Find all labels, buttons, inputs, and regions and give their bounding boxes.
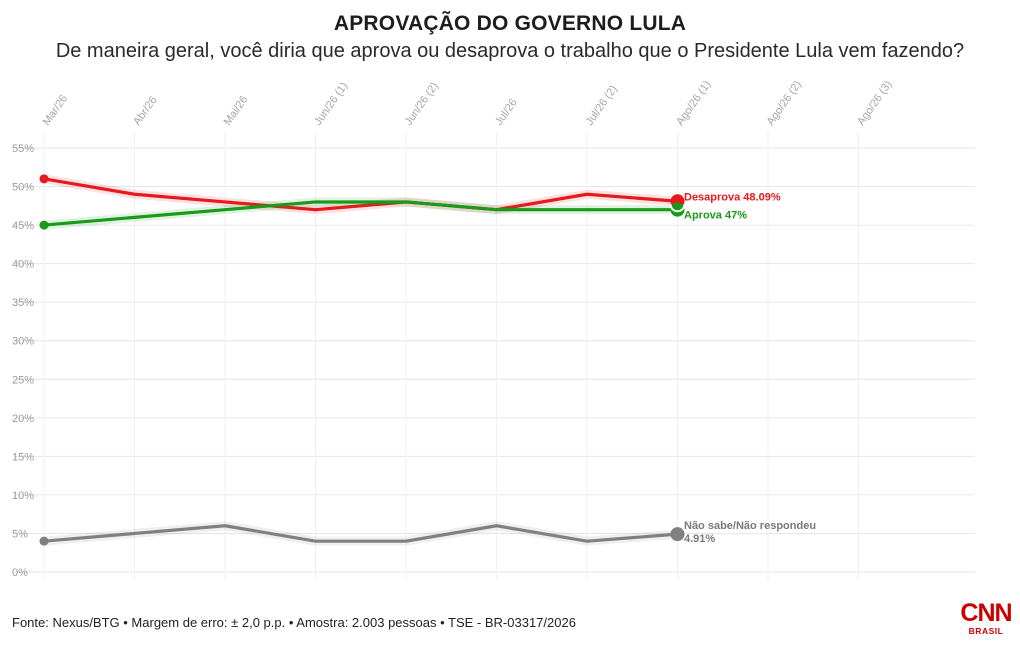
series-end-point <box>670 202 685 217</box>
y-tick-label: 5% <box>12 528 28 540</box>
y-tick-label: 55% <box>12 143 34 155</box>
x-tick-label: Ago/26 (3) <box>855 79 894 128</box>
series-start-point <box>39 536 49 546</box>
y-tick-label: 45% <box>12 220 34 232</box>
x-tick-label: Abr/26 <box>131 94 159 127</box>
series-end-value: 4.91% <box>684 533 715 545</box>
y-tick-label: 15% <box>12 451 34 463</box>
y-tick-label: 30% <box>12 336 34 348</box>
y-tick-label: 0% <box>12 567 28 579</box>
y-tick-label: 10% <box>12 490 34 502</box>
y-tick-label: 20% <box>12 413 34 425</box>
series-glow <box>39 197 682 230</box>
end-point-highlight <box>669 204 686 213</box>
source-footnote: Fonte: Nexus/BTG • Margem de erro: ± 2,0… <box>12 615 576 630</box>
series-line <box>42 177 680 212</box>
y-tick-label: 25% <box>12 374 34 386</box>
cnn-brasil-logo: CNN BRASIL <box>958 600 1014 636</box>
cnn-logo-mark: CNN <box>960 599 1012 627</box>
series-end-label: Não sabe/Não respondeu <box>684 520 816 532</box>
x-tick-label: Mar/26 <box>41 93 70 128</box>
x-tick-label: Ago/26 (2) <box>765 79 804 128</box>
y-tick-label: 50% <box>12 182 34 194</box>
series-end-label: Aprova 47% <box>684 210 747 222</box>
chart-subtitle: De maneira geral, você diria que aprova … <box>55 40 965 62</box>
x-tick-label: Jun/26 (2) <box>403 80 441 127</box>
series-start-point <box>39 174 49 184</box>
y-tick-label: 35% <box>12 297 34 309</box>
x-tick-label: Jul/26 (2) <box>584 83 620 127</box>
x-tick-label: Mai/26 <box>222 94 251 128</box>
x-tick-label: Jul/26 <box>493 97 520 128</box>
series-end-point <box>670 527 685 542</box>
x-tick-label: Jun/26 (1) <box>312 80 350 127</box>
cnn-logo-sub: BRASIL <box>968 626 1004 636</box>
series-start-point <box>39 220 49 230</box>
series-line <box>42 524 680 543</box>
chart-title: APROVAÇÃO DO GOVERNO LULA <box>333 12 687 35</box>
y-tick-label: 40% <box>12 259 34 271</box>
series-end-label: Desaprova 48.09% <box>684 191 781 203</box>
x-tick-label: Ago/26 (1) <box>674 79 713 128</box>
series-line <box>42 200 680 227</box>
